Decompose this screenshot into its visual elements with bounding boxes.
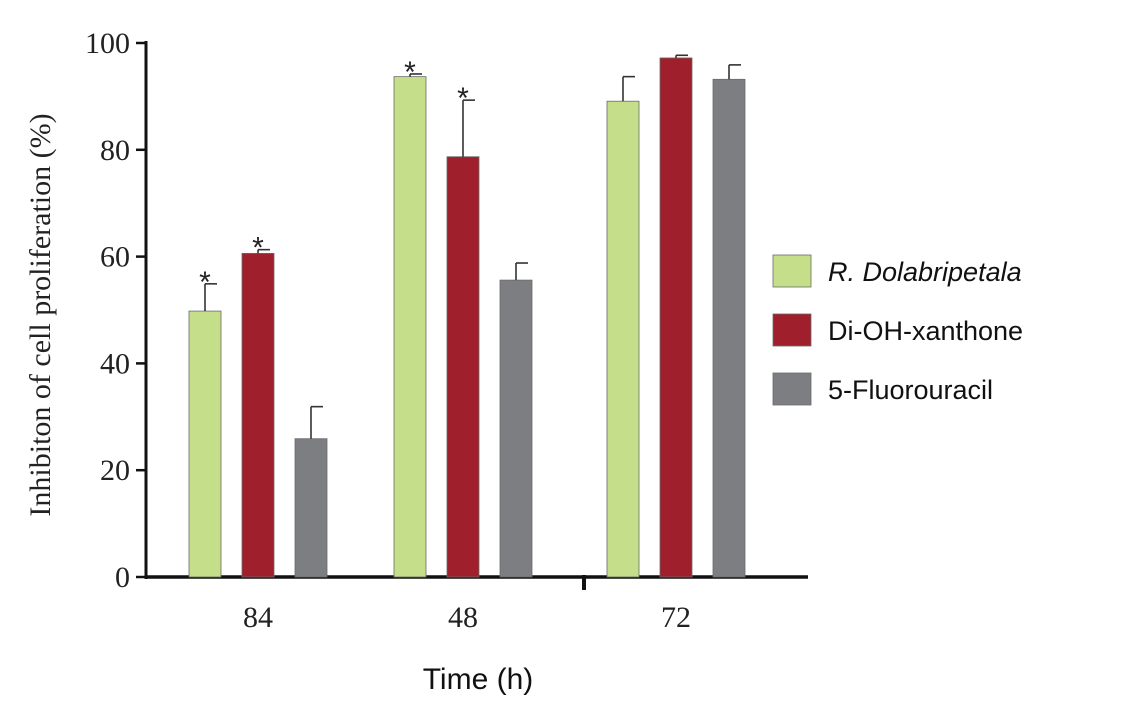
bar	[659, 57, 693, 578]
significance-marks: * * * *	[199, 56, 469, 299]
significance-asterisk: *	[404, 56, 416, 89]
bars-group	[188, 54, 746, 578]
y-tick-label: 100	[85, 27, 130, 60]
bar	[241, 252, 275, 578]
bar	[188, 310, 222, 578]
y-tick-label: 60	[100, 241, 130, 274]
bar	[393, 76, 427, 578]
legend: R. Dolabripetala Di-OH-xanthone 5-Fluorour…	[772, 254, 1023, 406]
bar	[712, 78, 746, 578]
bar	[606, 100, 640, 578]
x-tick-label: 84	[243, 601, 273, 634]
bar	[294, 438, 328, 578]
significance-asterisk: *	[199, 266, 211, 299]
y-tick-label: 20	[100, 454, 130, 487]
x-axis: 84 48 72	[145, 575, 808, 634]
significance-asterisk: *	[252, 232, 264, 265]
y-axis: 0 20 40 60 80 100	[85, 27, 148, 594]
legend-swatch	[772, 313, 812, 347]
bar	[499, 279, 533, 578]
x-tick-label: 48	[448, 601, 478, 634]
legend-label: Di-OH-xanthone	[828, 316, 1023, 346]
y-tick-label: 40	[100, 347, 130, 380]
x-axis-title: Time (h)	[423, 663, 534, 696]
y-tick-label: 0	[115, 561, 130, 594]
y-tick-label: 80	[100, 134, 130, 167]
legend-label: R. Dolabripetala	[828, 257, 1022, 287]
x-tick-label: 72	[661, 601, 691, 634]
legend-swatch	[772, 254, 812, 288]
legend-swatch	[772, 372, 812, 406]
legend-label: 5-Fluorouracil	[828, 375, 993, 405]
significance-asterisk: *	[457, 82, 469, 115]
y-axis-title: Inhibiton of cell proliferation (%)	[24, 113, 57, 516]
bar	[446, 156, 480, 578]
